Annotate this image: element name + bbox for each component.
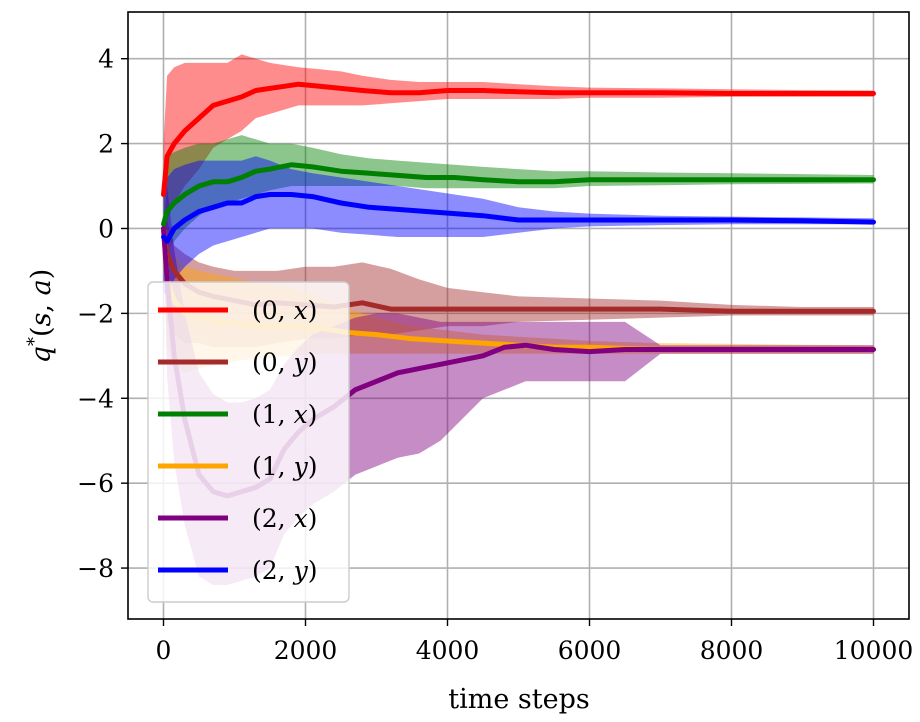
x-tick-label: 6000: [558, 636, 622, 665]
x-tick-label: 8000: [700, 636, 764, 665]
x-tick-label: 10000: [834, 636, 914, 665]
legend-label: (2, x): [252, 504, 317, 533]
y-tick-label: 2: [98, 130, 114, 159]
legend-entry: (1, y): [158, 452, 317, 481]
y-tick-label: 4: [98, 45, 114, 74]
x-axis-label: time steps: [448, 684, 589, 715]
legend-label: (2, y): [252, 556, 317, 585]
legend-label: (0, y): [252, 348, 317, 377]
series-0-band: [163, 54, 874, 271]
x-tick-label: 4000: [416, 636, 480, 665]
legend-label: (1, x): [252, 400, 317, 429]
legend-label: (0, x): [252, 296, 317, 325]
series-0-line: [161, 81, 876, 197]
legend-entry: (2, y): [158, 556, 317, 585]
legend-entry: (0, y): [158, 348, 317, 377]
y-tick-label: 0: [98, 214, 114, 243]
plot-frame: [127, 11, 910, 620]
series-5-band: [163, 156, 874, 297]
y-tick-label: −6: [77, 469, 114, 498]
y-axis-label: q*(s, a): [24, 269, 58, 364]
x-tick-label: 0: [156, 636, 172, 665]
legend-entry: (2, x): [158, 504, 317, 533]
legend-entry: (1, x): [158, 400, 317, 429]
y-tick-label: −2: [77, 299, 114, 328]
y-tick-label: −8: [77, 554, 114, 583]
series-2-band: [163, 135, 874, 263]
y-axis-ticks: 4 2 0 −2 −4 −6 −8: [77, 45, 128, 583]
y-tick-label: −4: [77, 384, 114, 413]
svg-text:q*(s, a): q*(s, a): [24, 269, 58, 364]
series-2-line: [161, 162, 876, 227]
legend-label: (1, y): [252, 452, 317, 481]
legend-entry: (0, x): [158, 296, 317, 325]
series-5-line: [161, 192, 876, 244]
legend-box: [147, 281, 350, 603]
legend: (0, x) (0, y) (1, x) (1, y) (2, x) (2, y): [147, 281, 350, 603]
x-tick-label: 2000: [274, 636, 338, 665]
x-axis-ticks: 0 2000 4000 6000 8000 10000: [156, 619, 914, 665]
